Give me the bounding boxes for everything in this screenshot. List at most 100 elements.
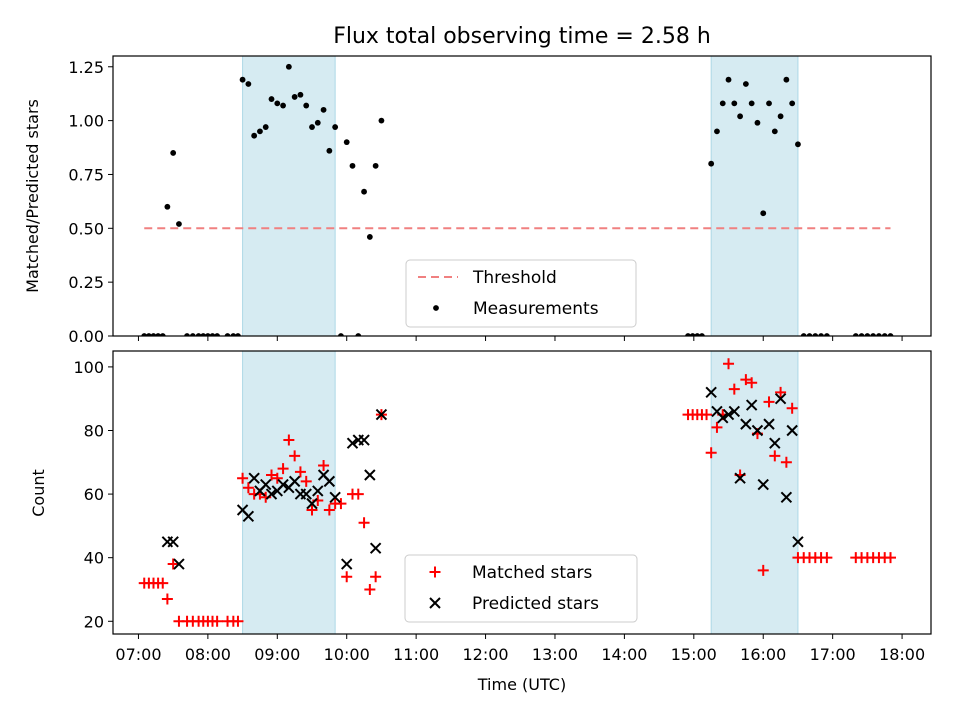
measurement-point: [818, 333, 824, 336]
predicted-star-point: [763, 418, 775, 430]
observing-window-1: [710, 55, 799, 337]
measurement-point: [285, 63, 292, 70]
matched-star-point: [167, 558, 179, 570]
measurement-point: [332, 124, 339, 130]
x-tick-label: 15:00: [671, 645, 717, 664]
measurement-point: [731, 100, 738, 107]
matched-star-point: [711, 421, 723, 433]
measurement-point: [224, 333, 231, 336]
matched-star-point: [786, 402, 798, 414]
measurement-point: [760, 210, 767, 217]
x-tick-label: 13:00: [532, 645, 578, 664]
measurement-point: [789, 100, 796, 107]
legend-label: Measurements: [473, 299, 599, 319]
y-tick-label: 1.25: [68, 58, 104, 77]
predicted-star-point: [375, 408, 388, 421]
measurement-point: [150, 333, 157, 336]
legend-predicted-swatch: [429, 597, 441, 609]
predicted-star-point: [774, 392, 787, 405]
legend-matched-swatch: [429, 566, 441, 578]
measurement-point: [145, 333, 152, 336]
series-0: [138, 358, 897, 627]
bottom-panel: 20 40 60 80 100 07:00 08:00 09:00 10:00 11:00 12:…: [29, 350, 932, 694]
top-shaded-regions: [242, 55, 799, 337]
measurement-point: [748, 100, 755, 107]
measurement-point: [719, 100, 726, 107]
x-tick-label: 12:00: [462, 645, 508, 664]
measurement-point: [245, 81, 252, 87]
measurement-point: [189, 333, 196, 336]
matched-star-point: [705, 447, 717, 459]
measurement-point: [251, 132, 258, 139]
bottom-axes-frame: [112, 350, 932, 635]
measurement-point: [823, 333, 830, 336]
matched-star-point: [211, 615, 223, 627]
measurement-point: [806, 333, 813, 336]
y-tick-label: 80: [84, 421, 104, 440]
matched-star-point: [323, 504, 335, 516]
y-tick-label: 0.50: [68, 219, 104, 238]
measurement-point: [184, 333, 190, 336]
predicted-star-point: [734, 472, 746, 484]
measurement-point: [800, 333, 807, 336]
x-tick-label: 07:00: [115, 645, 161, 664]
measurement-point: [280, 102, 286, 109]
predicted-star-point: [242, 510, 255, 523]
predicted-star-point: [740, 418, 752, 430]
measurement-point: [235, 333, 241, 336]
predicted-star-point: [329, 491, 341, 503]
bottom-legend: Matched stars Predicted stars: [404, 554, 638, 623]
matched-star-point: [283, 434, 295, 446]
predicted-star-point: [792, 536, 804, 548]
x-tick-label: 09:00: [254, 645, 300, 664]
matched-star-point: [723, 358, 735, 370]
measurement-point: [214, 333, 221, 336]
y-tick-label: 100: [73, 358, 104, 377]
matched-star-point: [341, 571, 353, 583]
matched-star-point: [780, 456, 792, 468]
x-tick-label: 18:00: [879, 645, 925, 664]
measurement-point: [689, 333, 696, 336]
measurement-point: [714, 128, 720, 135]
predicted-star-point: [769, 437, 781, 449]
predicted-star-point: [248, 472, 260, 484]
predicted-star-point: [323, 475, 336, 488]
observing-window-0: [242, 350, 336, 635]
y-tick-label: 0.75: [68, 165, 104, 184]
measurement-point: [887, 333, 894, 336]
matched-star-point: [885, 552, 897, 564]
bottom-x-ticks: 07:00 08:00 09:00 10:00 11:00 12:00 13:00 14:00…: [115, 634, 925, 664]
bottom-y-axis-label: Count: [29, 469, 48, 517]
bottom-plot-marks: [138, 358, 897, 627]
matched-star-point: [728, 383, 740, 395]
top-y-ticks: 0.00 0.25 0.50 0.75 1.00 1.25: [68, 58, 113, 346]
matched-star-point: [271, 472, 283, 484]
matched-star-point: [294, 466, 306, 478]
matched-star-point: [157, 577, 169, 589]
series-1: [161, 386, 804, 570]
predicted-star-point: [306, 497, 318, 510]
measurement-point: [378, 117, 385, 124]
legend-label: Threshold: [472, 268, 557, 288]
measurement-point: [864, 333, 871, 336]
predicted-star-point: [346, 437, 359, 449]
chart-title: Flux total observing time = 2.58 h: [333, 24, 711, 49]
measurement-point: [852, 333, 859, 336]
top-legend: Threshold Measurements: [405, 259, 637, 328]
measurement-point: [338, 333, 344, 336]
y-tick-label: 60: [84, 485, 104, 504]
measurement-point: [170, 150, 177, 156]
matched-star-point: [242, 482, 254, 494]
measurement-point: [262, 124, 269, 130]
measurement-point: [200, 333, 207, 336]
predicted-star-point: [717, 412, 729, 424]
measurement-point: [274, 100, 281, 107]
matched-star-point: [335, 498, 347, 510]
x-tick-label: 16:00: [740, 645, 786, 664]
y-tick-label: 0.25: [68, 273, 104, 292]
measurement-point: [291, 94, 298, 100]
predicted-star-point: [288, 475, 301, 488]
predicted-star-point: [260, 478, 272, 491]
predicted-star-point: [751, 424, 764, 437]
predicted-star-point: [173, 558, 185, 570]
